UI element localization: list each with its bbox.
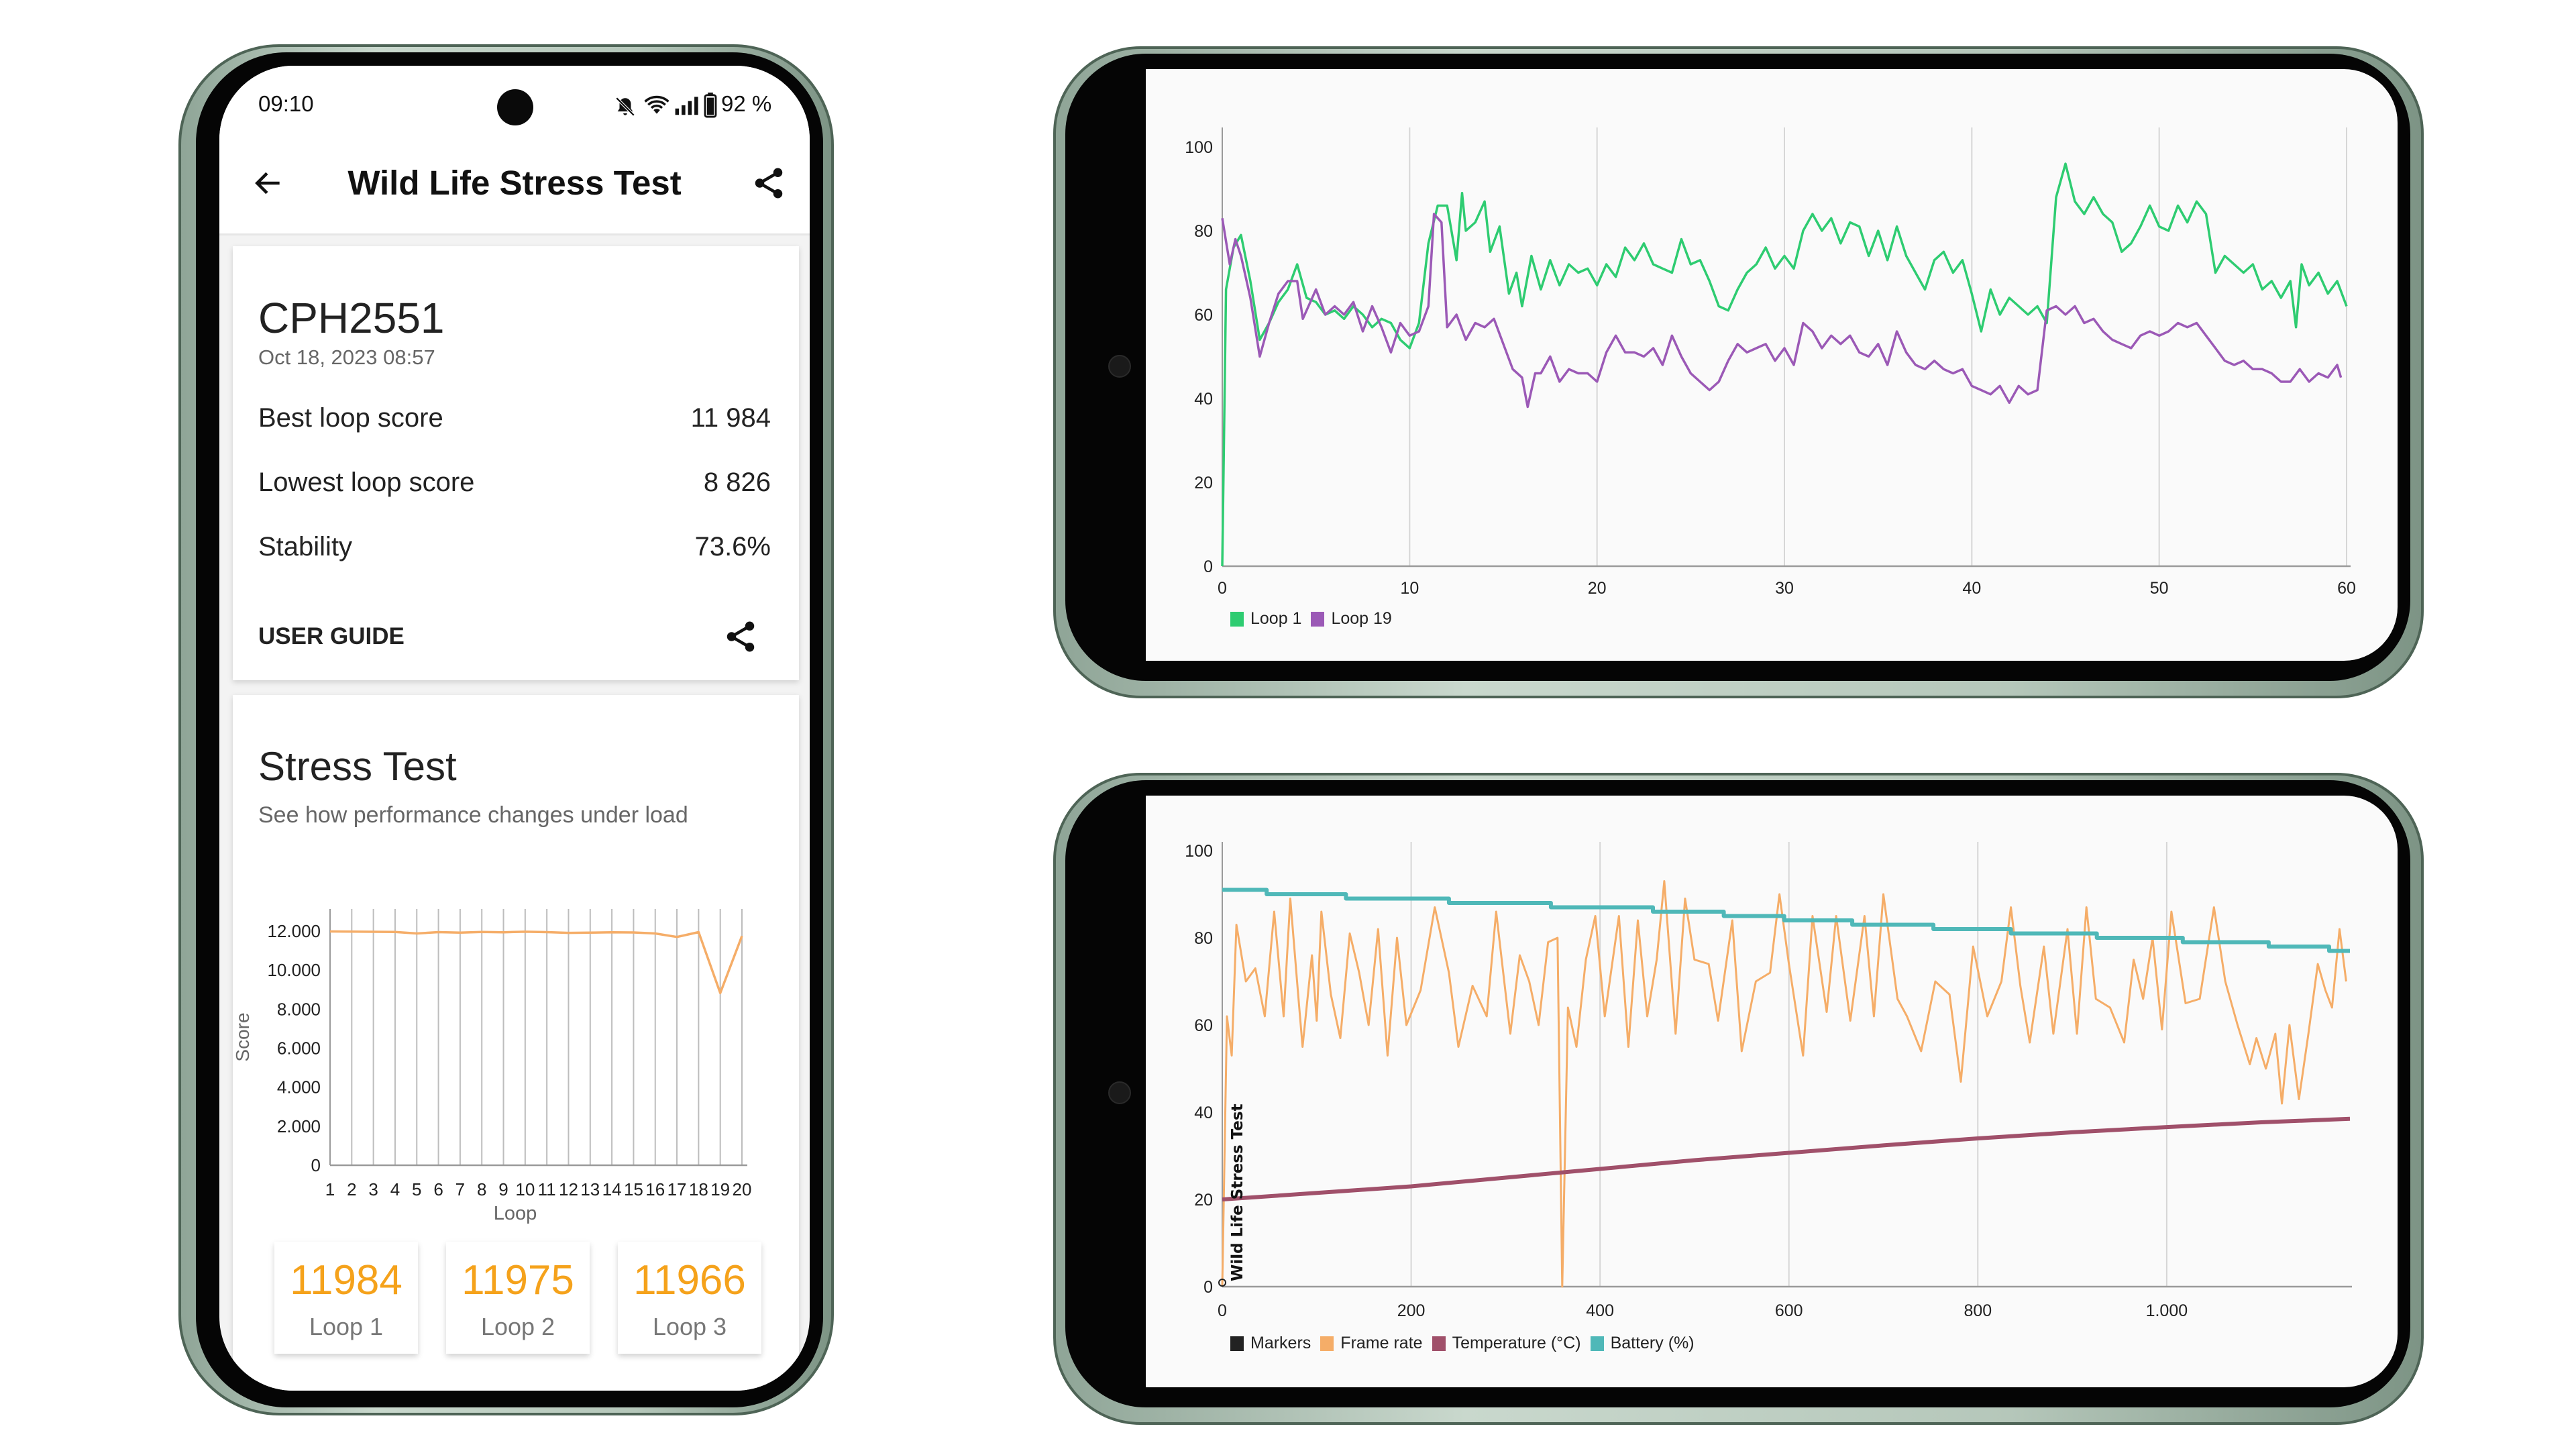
stability-value: 73.6% bbox=[694, 532, 771, 561]
wifi-icon bbox=[644, 95, 669, 114]
loop-score-value: 11966 bbox=[633, 1257, 746, 1303]
test-date: Oct 18, 2023 08:57 bbox=[258, 345, 435, 369]
legend-label-loop19: Loop 19 bbox=[1331, 609, 1392, 628]
stability-label: Stability bbox=[258, 532, 353, 561]
landscape-screen-top bbox=[1146, 69, 2398, 661]
loop-score-card[interactable]: 11966 Loop 3 bbox=[618, 1242, 761, 1354]
stress-test-title: Stress Test bbox=[258, 744, 457, 789]
share-icon[interactable] bbox=[751, 165, 787, 201]
legend-swatch-markers bbox=[1230, 1336, 1244, 1351]
chart-legend-monitoring: Markers Frame rate Temperature (°C) Batt… bbox=[1230, 1334, 1704, 1353]
legend-label-markers: Markers bbox=[1250, 1334, 1311, 1352]
lowest-loop-label: Lowest loop score bbox=[258, 468, 475, 497]
loop-score-label: Loop 2 bbox=[480, 1313, 555, 1340]
mute-bell-icon bbox=[615, 97, 635, 117]
stress-test-subtitle: See how performance changes under load bbox=[258, 802, 688, 828]
legend-swatch-battery bbox=[1590, 1336, 1604, 1351]
front-camera bbox=[1108, 355, 1131, 378]
battery-icon bbox=[704, 93, 717, 118]
legend-label-loop1: Loop 1 bbox=[1250, 609, 1302, 628]
front-camera bbox=[1108, 1081, 1131, 1104]
device-summary-card: CPH2551 Oct 18, 2023 08:57 Best loop sco… bbox=[233, 246, 799, 680]
status-time: 09:10 bbox=[258, 91, 314, 116]
page-title: Wild Life Stress Test bbox=[347, 164, 682, 202]
legend-swatch-temperature bbox=[1432, 1336, 1446, 1351]
legend-label-temperature: Temperature (°C) bbox=[1452, 1334, 1581, 1352]
loop-score-card[interactable]: 11975 Loop 2 bbox=[446, 1242, 590, 1354]
legend-label-frame-rate: Frame rate bbox=[1340, 1334, 1423, 1352]
loop-score-value: 11975 bbox=[462, 1257, 574, 1303]
signal-icon bbox=[675, 97, 698, 115]
user-guide-link[interactable]: USER GUIDE bbox=[258, 623, 405, 649]
status-battery-percent: 92 % bbox=[721, 91, 772, 116]
back-arrow-icon[interactable] bbox=[252, 166, 285, 200]
loop-score-label: Loop 1 bbox=[309, 1313, 384, 1340]
lowest-loop-value: 8 826 bbox=[703, 468, 771, 497]
user-guide-share-icon[interactable] bbox=[722, 619, 759, 655]
portrait-phone-screen: 09:10 92 % Wild Life Stress Test CPH2551… bbox=[219, 66, 810, 1391]
loop-score-card[interactable]: 11984 Loop 1 bbox=[274, 1242, 418, 1354]
device-model: CPH2551 bbox=[258, 294, 445, 342]
loop-score-label: Loop 3 bbox=[652, 1313, 727, 1340]
best-loop-label: Best loop score bbox=[258, 403, 443, 433]
legend-label-battery: Battery (%) bbox=[1610, 1334, 1695, 1352]
legend-swatch-loop19 bbox=[1311, 611, 1325, 627]
camera-punch-hole bbox=[497, 89, 533, 125]
legend-swatch-loop1 bbox=[1230, 611, 1244, 627]
best-loop-value: 11 984 bbox=[690, 403, 771, 433]
landscape-screen-bottom bbox=[1146, 796, 2398, 1387]
loop-score-value: 11984 bbox=[290, 1257, 402, 1303]
legend-swatch-frame-rate bbox=[1320, 1336, 1334, 1351]
chart-legend-loops: Loop 1 Loop 19 bbox=[1230, 609, 1401, 629]
